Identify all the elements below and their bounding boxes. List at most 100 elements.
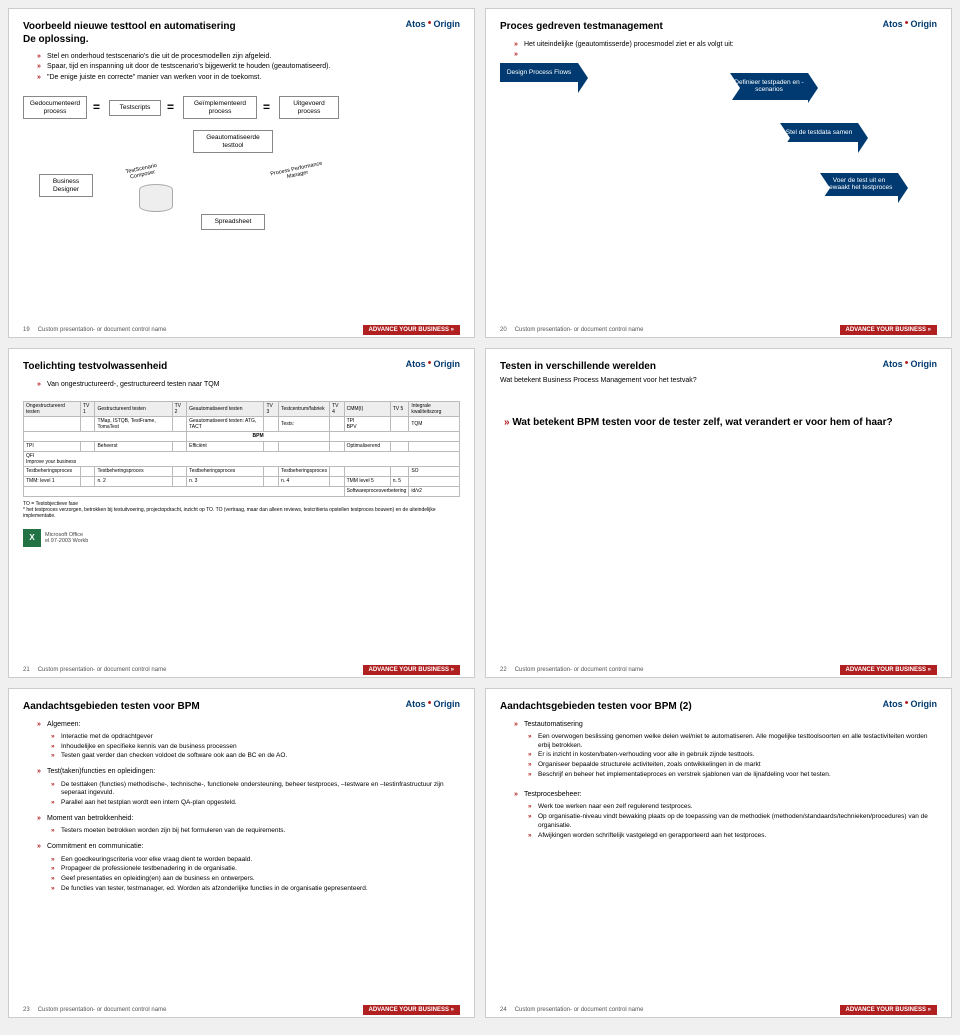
bullet: De testtaken (functies) methodische-, te…: [51, 781, 460, 799]
diagram-flow: Gedocumenteerd process = Testscripts = G…: [23, 96, 460, 276]
page-number: 19: [23, 327, 30, 333]
page-number: 22: [500, 667, 507, 673]
footer-text: Custom presentation- or document control…: [38, 327, 363, 333]
bullet-list: Stel en onderhoud testscenario's die uit…: [37, 52, 460, 82]
col-header: CMM(I): [344, 401, 390, 416]
slide-19: Atos • Origin Voorbeeld nieuwe testtool …: [8, 8, 475, 338]
flow-box: Business Designer: [39, 174, 93, 197]
equals-sign: =: [93, 100, 100, 114]
slide-title: Aandachtsgebieden testen voor BPM: [23, 701, 460, 714]
logo: Atos • Origin: [406, 19, 460, 29]
col-header: Ongestructureerd testen: [24, 401, 81, 416]
page-number: 20: [500, 327, 507, 333]
bullet: Een overwogen beslissing genomen welke d…: [528, 733, 937, 751]
slide-title: Voorbeeld nieuwe testtool en automatiser…: [23, 21, 460, 46]
slide-footer: 24 Custom presentation- or document cont…: [486, 1003, 951, 1017]
chevron-step: Voer de test uit en bewaakt het testproc…: [820, 173, 898, 196]
table-row: TMap, ISTQB, TestFrame, TomaTest Geautom…: [24, 416, 460, 431]
bullet: De functies van tester, testmanager, ed.…: [51, 885, 460, 894]
slide-grid: Atos • Origin Voorbeeld nieuwe testtool …: [8, 8, 952, 1018]
section-bullet: Commitment en communicatie:: [37, 842, 460, 851]
section-bullet: Testautomatisering: [514, 720, 937, 729]
table-row: TMM: level 1 n. 2 n. 3 n. 4 TMM level 5 …: [24, 476, 460, 486]
section-bullet: Testprocesbeheer:: [514, 790, 937, 799]
bullet: Van ongestructureerd-, gestructureerd te…: [37, 380, 460, 389]
bullet: Interactie met de opdrachtgever: [51, 733, 460, 742]
bullet: Inhoudelijke en specifieke kennis van de…: [51, 743, 460, 752]
chevron-step: Definieer testpaden en -scenarios: [730, 73, 808, 100]
bullet: Beschrijf en beheer het implementatiepro…: [528, 771, 937, 780]
table-row: TPI Beheerst Efficiënt Optimaliserend: [24, 441, 460, 451]
slide-22: Atos • Origin Testen in verschillende we…: [485, 348, 952, 678]
logo: Atos • Origin: [883, 359, 937, 369]
bullet: Op organisatie-niveau vindt bewaking pla…: [528, 813, 937, 831]
table-row: BPM: [24, 431, 460, 441]
question-text: Wat betekent BPM testen voor de tester z…: [504, 416, 923, 429]
bullet: "De enige juiste en correcte" manier van…: [37, 73, 460, 82]
slide-footer: 21 Custom presentation- or document cont…: [9, 663, 474, 677]
chevron-step: Design Process Flows: [500, 63, 578, 82]
table-footnote: TO = Testobjectieve fase * het testproce…: [23, 501, 460, 519]
flow-box: Spreadsheet: [201, 214, 265, 229]
bullet: Werk toe werken naar een zelf regulerend…: [528, 803, 937, 812]
table-row: Testbeheringsproces Testbeheringsproces …: [24, 466, 460, 476]
logo-dot: •: [428, 21, 432, 27]
col-header: Geautomatiseerd testen: [187, 401, 264, 416]
slide-21: Atos • Origin Toelichting testvolwassenh…: [8, 348, 475, 678]
slide-footer: 22 Custom presentation- or document cont…: [486, 663, 951, 677]
bullet: Geef presentaties en opleiding(en) aan d…: [51, 875, 460, 884]
slide-title: Aandachtsgebieden testen voor BPM (2): [500, 701, 937, 714]
excel-icon: X: [23, 529, 41, 547]
page-number: 24: [500, 1007, 507, 1013]
excel-attachment[interactable]: X Microsoft Office el 97-2003 Workb: [23, 529, 460, 547]
bullet: Spaar, tijd en inspanning uit door de te…: [37, 62, 460, 71]
table-row: Softwareprocesverbetering id/v2: [24, 486, 460, 496]
col-header: Testcentrum/fabriek: [278, 401, 329, 416]
flow-box: Gedocumenteerd process: [23, 96, 87, 119]
bullet: Er is inzicht in kosten/baten-verhouding…: [528, 751, 937, 760]
bullet: Parallel aan het testplan wordt een inte…: [51, 799, 460, 808]
slide-24: Atos • Origin Aandachtsgebieden testen v…: [485, 688, 952, 1018]
page-number: 23: [23, 1007, 30, 1013]
bullet: Een goedkeuringscriteria voor elke vraag…: [51, 856, 460, 865]
slide-footer: 19 Custom presentation- or document cont…: [9, 323, 474, 337]
bullet: Testen gaat verder dan checken voldoet d…: [51, 752, 460, 761]
bullet-list: Het uiteindelijke (geautomtisserde) proc…: [514, 40, 937, 49]
database-icon: [139, 184, 173, 212]
footer-badge: ADVANCE YOUR BUSINESS: [363, 325, 460, 335]
slide-title: Toelichting testvolwassenheid: [23, 361, 460, 374]
logo-main: Atos: [406, 19, 426, 29]
section-bullet: Test(taken)functies en opleidingen:: [37, 767, 460, 776]
page-number: 21: [23, 667, 30, 673]
bullet: Propageer de professionele testbenaderin…: [51, 865, 460, 874]
slide-title: Testen in verschillende werelden Wat bet…: [500, 361, 937, 386]
slide-footer: 20 Custom presentation- or document cont…: [486, 323, 951, 337]
flow-box: Geïmplementeerd process: [183, 96, 257, 119]
slide-title: Proces gedreven testmanagement: [500, 21, 937, 34]
slide-20: Atos • Origin Proces gedreven testmanage…: [485, 8, 952, 338]
bullet: Stel en onderhoud testscenario's die uit…: [37, 52, 460, 61]
maturity-table: Ongestructureerd testen TV 1 Gestructure…: [23, 401, 460, 497]
slide-footer: 23 Custom presentation- or document cont…: [9, 1003, 474, 1017]
logo: Atos • Origin: [883, 19, 937, 29]
slide-23: Atos • Origin Aandachtsgebieden testen v…: [8, 688, 475, 1018]
section-bullet: Algemeen:: [37, 720, 460, 729]
flow-box: Geautomatiseerde testtool: [193, 130, 273, 153]
bullet-list: Testautomatisering: [514, 720, 937, 729]
section-bullet: Moment van betrokkenheid:: [37, 814, 460, 823]
bullet: Testers moeten betrokken worden zijn bij…: [51, 827, 460, 836]
chevron-step: Stel de testdata samen: [780, 123, 858, 142]
logo-sub: Origin: [434, 19, 461, 29]
col-header: Gestructureerd testen: [95, 401, 172, 416]
diagram-label: TestScenario Composer: [116, 161, 167, 183]
bullet-list: Algemeen:: [37, 720, 460, 729]
bullet: Organiseer bepaalde structurele activite…: [528, 761, 937, 770]
equals-sign: =: [167, 100, 174, 114]
process-flow: Design Process Flows Definieer testpaden…: [500, 63, 937, 263]
diagram-label: Process Performance Manager: [268, 161, 325, 184]
bullet: Afwijkingen worden schriftelijk vastgele…: [528, 832, 937, 841]
table-row: QFIImprove your business: [24, 451, 460, 466]
equals-sign: =: [263, 100, 270, 114]
col-header: Integrale kwaliteitszorg: [409, 401, 460, 416]
bullet: Het uiteindelijke (geautomtisserde) proc…: [514, 40, 937, 49]
